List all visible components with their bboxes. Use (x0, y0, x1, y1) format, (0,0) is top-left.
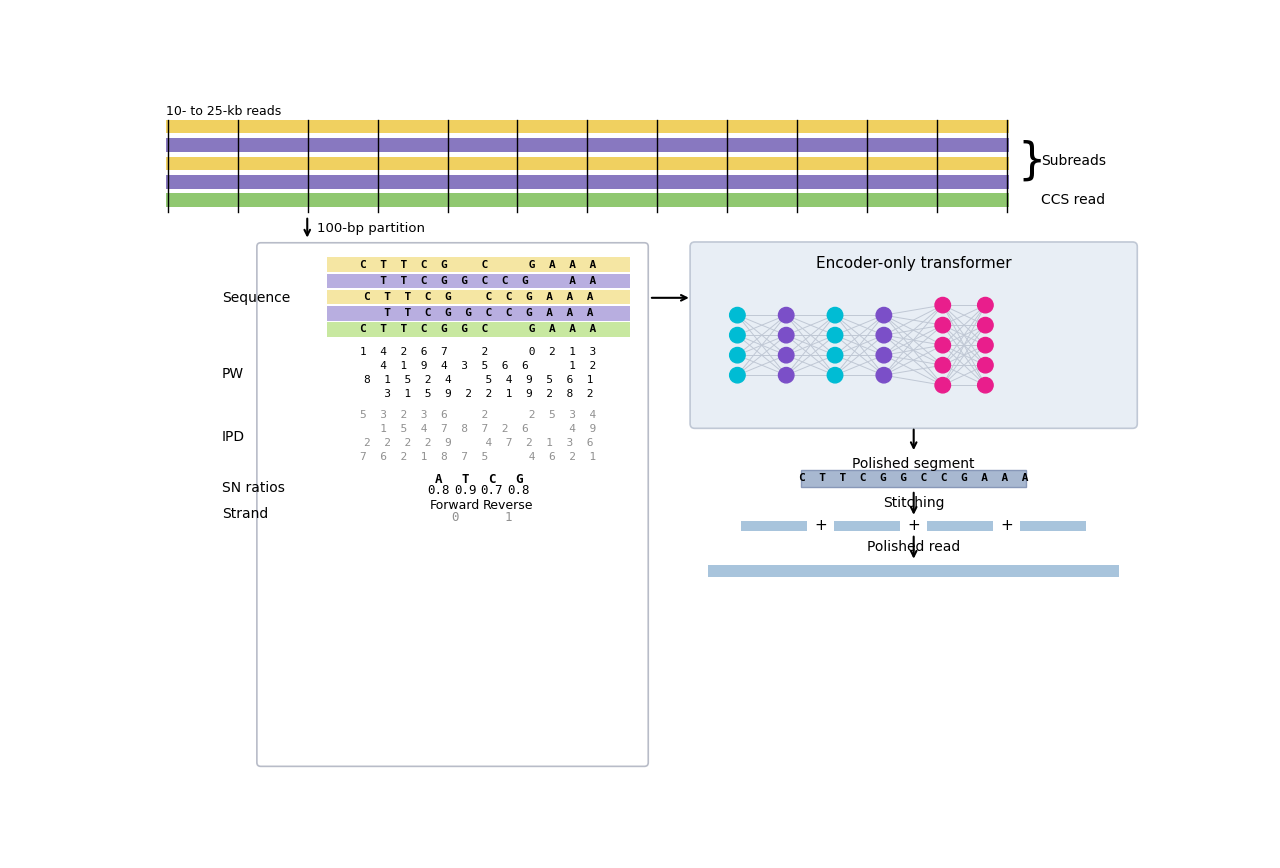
Circle shape (876, 327, 892, 343)
Text: Subreads: Subreads (1041, 155, 1106, 168)
Text: 7  6  2  1  8  7  5      4  6  2  1: 7 6 2 1 8 7 5 4 6 2 1 (361, 452, 596, 462)
Circle shape (730, 327, 745, 343)
Circle shape (827, 327, 842, 343)
Text: 1  4  2  6  7     2      0  2  1  3: 1 4 2 6 7 2 0 2 1 3 (361, 347, 596, 357)
Bar (326, 290, 631, 305)
Text: 3  1  5  9  2  2  1  9  2  8  2: 3 1 5 9 2 2 1 9 2 8 2 (364, 389, 593, 398)
Text: C  T  T  C  G     C  C  G  A  A  A: C T T C G C C G A A A (364, 292, 593, 302)
Text: Reverse: Reverse (483, 499, 534, 512)
Bar (326, 306, 631, 320)
Text: Forward: Forward (430, 499, 480, 512)
Text: Stitching: Stitching (883, 496, 945, 510)
Circle shape (827, 307, 842, 323)
Text: Strand: Strand (221, 507, 269, 521)
Circle shape (876, 367, 892, 383)
FancyBboxPatch shape (690, 242, 1137, 428)
Text: +: + (1000, 518, 1012, 533)
Bar (166, 194, 1009, 207)
Text: 0.7: 0.7 (480, 484, 503, 497)
Bar (835, 521, 900, 530)
Text: 8  1  5  2  4     5  4  9  5  6  1: 8 1 5 2 4 5 4 9 5 6 1 (364, 375, 593, 385)
Circle shape (827, 367, 842, 383)
Circle shape (978, 298, 993, 312)
Text: Polished segment: Polished segment (852, 457, 975, 470)
Text: SN ratios: SN ratios (221, 481, 285, 495)
Text: 10- to 25-kb reads: 10- to 25-kb reads (166, 105, 282, 118)
Text: A: A (434, 473, 442, 486)
Bar (326, 322, 631, 337)
Circle shape (934, 318, 951, 332)
Circle shape (876, 347, 892, 363)
Circle shape (978, 378, 993, 393)
Circle shape (730, 347, 745, 363)
Bar (326, 258, 631, 272)
Circle shape (730, 307, 745, 323)
Bar (927, 521, 993, 530)
Bar (166, 175, 1009, 189)
Text: Sequence: Sequence (221, 291, 291, 305)
Bar (166, 120, 1009, 134)
Circle shape (978, 338, 993, 353)
Circle shape (978, 358, 993, 373)
Text: Encoder-only transformer: Encoder-only transformer (815, 256, 1011, 271)
Text: T  T  C  G  G  C  C  G  A  A  A: T T C G G C C G A A A (364, 308, 593, 319)
Text: +: + (814, 518, 827, 533)
Bar (1020, 521, 1087, 530)
Text: C  T  T  C  G     C      G  A  A  A: C T T C G C G A A A (361, 260, 596, 270)
Text: 1: 1 (504, 511, 512, 524)
Text: 4  1  9  4  3  5  6  6      1  2: 4 1 9 4 3 5 6 6 1 2 (361, 361, 596, 371)
Text: 2  2  2  2  9     4  7  2  1  3  6: 2 2 2 2 9 4 7 2 1 3 6 (364, 438, 593, 448)
Text: C: C (488, 473, 495, 486)
Text: C  T  T  C  G  G  C  C  G  A  A  A: C T T C G G C C G A A A (799, 473, 1028, 483)
Bar (166, 138, 1009, 152)
Bar (326, 273, 631, 288)
FancyBboxPatch shape (257, 243, 648, 766)
Text: CCS read: CCS read (1041, 194, 1106, 207)
Text: PW: PW (221, 366, 244, 381)
Bar (741, 521, 808, 530)
Text: 0.8: 0.8 (508, 484, 530, 497)
Text: 0.8: 0.8 (428, 484, 449, 497)
Text: IPD: IPD (221, 430, 246, 444)
Text: 5  3  2  3  6     2      2  5  3  4: 5 3 2 3 6 2 2 5 3 4 (361, 411, 596, 420)
Bar (708, 564, 1119, 577)
Text: Polished read: Polished read (867, 540, 960, 554)
Circle shape (778, 327, 794, 343)
Circle shape (827, 347, 842, 363)
Circle shape (778, 347, 794, 363)
Circle shape (876, 307, 892, 323)
Circle shape (934, 298, 951, 312)
Text: T  T  C  G  G  C  C  G      A  A: T T C G G C C G A A (361, 276, 596, 286)
Circle shape (978, 318, 993, 332)
Text: +: + (908, 518, 920, 533)
Bar (166, 156, 1009, 170)
Text: 0: 0 (452, 511, 460, 524)
Text: C  T  T  C  G  G  C      G  A  A  A: C T T C G G C G A A A (361, 325, 596, 334)
Text: 0.9: 0.9 (454, 484, 476, 497)
Text: G: G (515, 473, 522, 486)
Text: }: } (1018, 140, 1046, 182)
Circle shape (778, 307, 794, 323)
Bar (801, 470, 1027, 487)
Circle shape (934, 358, 951, 373)
Circle shape (934, 338, 951, 353)
Text: 100-bp partition: 100-bp partition (316, 221, 425, 234)
Circle shape (934, 378, 951, 393)
Circle shape (730, 367, 745, 383)
Text: 1  5  4  7  8  7  2  6      4  9: 1 5 4 7 8 7 2 6 4 9 (361, 424, 596, 434)
Circle shape (778, 367, 794, 383)
Text: T: T (462, 473, 468, 486)
